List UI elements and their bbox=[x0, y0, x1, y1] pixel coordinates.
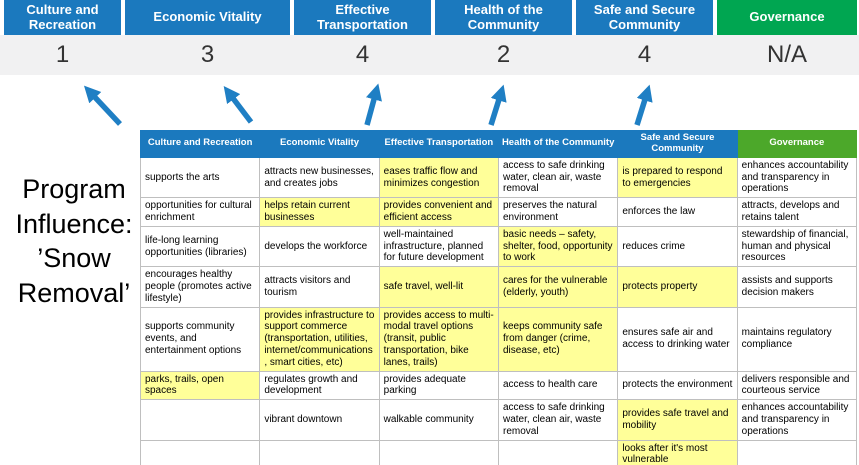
table-cell: looks after it's most vulnerable bbox=[617, 439, 738, 465]
table-row: looks after it's most vulnerable bbox=[139, 439, 858, 465]
arrow-culture-recreation bbox=[83, 85, 123, 126]
summary-header-economic-vitality: Economic Vitality bbox=[125, 0, 290, 35]
program-influence-label: Program Influence: ’Snow Removal’ bbox=[15, 174, 133, 308]
table-cell: walkable community bbox=[378, 399, 499, 441]
table-cell: ensures safe air and access to drinking … bbox=[617, 306, 738, 372]
table-header-cell: Governance bbox=[736, 130, 858, 158]
score-effective-transportation: 4 bbox=[355, 41, 370, 68]
score-culture-recreation: 1 bbox=[55, 41, 70, 68]
table-cell: supports the arts bbox=[139, 156, 261, 199]
table-cell bbox=[736, 439, 858, 465]
table-cell: stewardship of financial, human and phys… bbox=[736, 225, 858, 268]
table-cell: attracts, develops and retains talent bbox=[736, 197, 858, 227]
influence-table: Culture and Recreation Economic Vitality E… bbox=[139, 130, 858, 465]
table-cell: protects the environment bbox=[617, 370, 738, 401]
table-row: encourages healthy people (promotes acti… bbox=[139, 266, 858, 308]
summary-header-band: Culture and Recreation Economic Vitality… bbox=[0, 0, 859, 35]
table-cell bbox=[259, 439, 380, 465]
score-safe-secure-community: 4 bbox=[637, 41, 652, 68]
table-cell: provides safe travel and mobility bbox=[617, 399, 738, 441]
table-cell: helps retain current businesses bbox=[259, 197, 380, 227]
table-cell: parks, trails, open spaces bbox=[139, 370, 261, 401]
table-cell: enhances accountability and transparency… bbox=[736, 399, 858, 441]
score-economic-vitality: 3 bbox=[200, 41, 215, 68]
summary-header-health-of-community: Health of the Community bbox=[435, 0, 572, 35]
table-header-cell: Safe and Secure Community bbox=[617, 130, 738, 158]
table-header-row: Culture and Recreation Economic Vitality E… bbox=[139, 130, 858, 158]
table-cell: cares for the vulnerable (elderly, youth… bbox=[497, 266, 619, 308]
summary-header-safe-secure-community: Safe and Secure Community bbox=[576, 0, 713, 35]
arrow-safe-secure-community bbox=[634, 84, 653, 126]
table-cell: enhances accountability and transparency… bbox=[736, 156, 858, 199]
table-cell: access to health care bbox=[497, 370, 619, 401]
table-cell: basic needs – safety, shelter, food, opp… bbox=[497, 225, 619, 268]
table-cell: is prepared to respond to emergencies bbox=[617, 156, 738, 199]
table-cell bbox=[139, 399, 261, 441]
table-row: supports the arts attracts new businesses… bbox=[139, 156, 858, 199]
table-header-cell: Culture and Recreation bbox=[139, 130, 261, 158]
table-cell: protects property bbox=[617, 266, 738, 308]
table-cell: maintains regulatory compliance bbox=[736, 306, 858, 372]
table-row: supports community events, and entertain… bbox=[139, 306, 858, 372]
table-cell bbox=[497, 439, 619, 465]
table-cell: safe travel, well-lit bbox=[378, 266, 499, 308]
score-health-of-community: 2 bbox=[496, 41, 511, 68]
table-header-cell: Health of the Community bbox=[497, 130, 619, 158]
table-cell: delivers responsible and courteous servi… bbox=[736, 370, 858, 401]
table-cell: preserves the natural environment bbox=[497, 197, 619, 227]
table-row: vibrant downtown walkable community access… bbox=[139, 399, 858, 441]
table-cell: access to safe drinking water, clean air… bbox=[497, 399, 619, 441]
summary-header-culture-recreation: Culture and Recreation bbox=[4, 0, 121, 35]
table-row: parks, trails, open spaces regulates grow… bbox=[139, 370, 858, 401]
score-band: 1 3 4 2 4 N/A bbox=[0, 35, 859, 75]
arrow-effective-transportation bbox=[364, 83, 382, 126]
table-cell bbox=[378, 439, 499, 465]
table-cell: reduces crime bbox=[617, 225, 738, 268]
table-cell bbox=[139, 439, 261, 465]
summary-header-effective-transportation: Effective Transportation bbox=[294, 0, 431, 35]
table-cell: enforces the law bbox=[617, 197, 738, 227]
table-cell: eases traffic flow and minimizes congest… bbox=[378, 156, 499, 199]
table-cell: keeps community safe from danger (crime,… bbox=[497, 306, 619, 372]
table-cell: opportunities for cultural enrichment bbox=[139, 197, 261, 227]
table-row: opportunities for cultural enrichment hel… bbox=[139, 197, 858, 227]
table-cell: well-maintained infrastructure, planned … bbox=[378, 225, 499, 268]
score-governance: N/A bbox=[766, 41, 807, 68]
table-cell: encourages healthy people (promotes acti… bbox=[139, 266, 261, 308]
table-header-cell: Economic Vitality bbox=[259, 130, 380, 158]
arrow-health-of-community bbox=[488, 84, 507, 126]
table-cell: develops the workforce bbox=[259, 225, 380, 268]
arrow-economic-vitality bbox=[223, 85, 254, 124]
table-cell: provides infrastructure to support comme… bbox=[259, 306, 380, 372]
table-cell: supports community events, and entertain… bbox=[139, 306, 261, 372]
table-cell: vibrant downtown bbox=[259, 399, 380, 441]
table-cell: attracts new businesses, and creates job… bbox=[259, 156, 380, 199]
table-cell: provides adequate parking bbox=[378, 370, 499, 401]
table-header-cell: Effective Transportation bbox=[378, 130, 499, 158]
table-row: life-long learning opportunities (librar… bbox=[139, 225, 858, 268]
summary-header-governance: Governance bbox=[717, 0, 857, 35]
table-cell: life-long learning opportunities (librar… bbox=[139, 225, 261, 268]
table-cell: attracts visitors and tourism bbox=[259, 266, 380, 308]
table-body: supports the arts attracts new businesses… bbox=[139, 156, 858, 465]
table-cell: regulates growth and development bbox=[259, 370, 380, 401]
table-cell: assists and supports decision makers bbox=[736, 266, 858, 308]
table-cell: access to safe drinking water, clean air… bbox=[497, 156, 619, 199]
table-cell: provides access to multi-modal travel op… bbox=[378, 306, 499, 372]
table-cell: provides convenient and efficient access bbox=[378, 197, 499, 227]
